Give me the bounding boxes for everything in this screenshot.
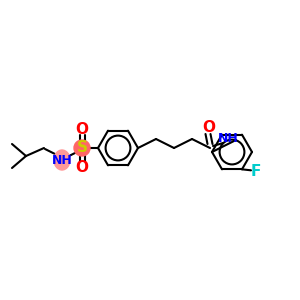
Text: O: O bbox=[202, 119, 215, 134]
Circle shape bbox=[74, 140, 90, 156]
Text: S: S bbox=[76, 140, 88, 155]
Text: O: O bbox=[76, 160, 88, 175]
Text: F: F bbox=[251, 164, 261, 179]
Text: O: O bbox=[76, 122, 88, 136]
Text: NH: NH bbox=[52, 154, 72, 166]
Ellipse shape bbox=[54, 150, 70, 170]
Text: NH: NH bbox=[218, 133, 239, 146]
